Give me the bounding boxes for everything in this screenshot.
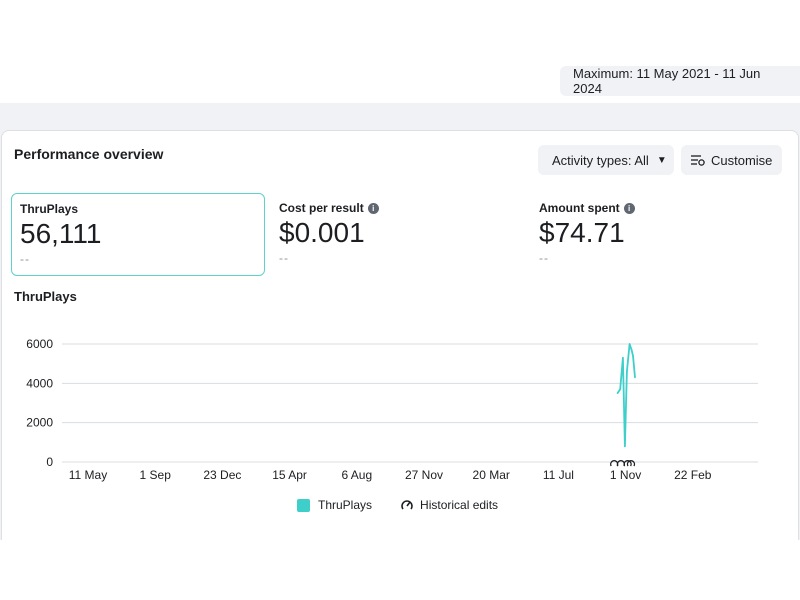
historical-edit-marker [610, 460, 619, 467]
x-tick-label: 1 Nov [610, 468, 641, 482]
thruplays-line-chart: 0 2000 4000 6000 11 May 1 Sep 23 Dec 15 Apr 6 Au… [26, 337, 758, 482]
date-range-button[interactable]: Maximum: 11 May 2021 - 11 Jun 2024 ▼ [560, 66, 800, 96]
activity-types-dropdown[interactable]: Activity types: All ▼ [538, 145, 674, 175]
y-tick-label: 6000 [26, 337, 53, 351]
customise-button[interactable]: Customise [681, 145, 782, 175]
metric-label: ThruPlays [20, 202, 256, 216]
historical-edit-marker [623, 460, 632, 467]
chart-title: ThruPlays [14, 289, 77, 304]
data-point [619, 388, 622, 391]
series-line-thruplays [616, 343, 636, 448]
metric-value: 56,111 [20, 218, 102, 249]
bottom-area [0, 540, 800, 600]
performance-card [1, 130, 799, 540]
historical-edit-marker [626, 460, 636, 467]
metric-cost-per-result[interactable]: Cost per result i $0.001 -- [271, 193, 521, 276]
x-tick-label: 15 Apr [272, 468, 307, 482]
y-tick-label: 0 [46, 455, 53, 469]
x-tick-label: 11 Jul [543, 468, 574, 482]
x-tick-label: 22 Feb [674, 468, 712, 482]
metric-value: $0.001 [279, 217, 365, 248]
legend-swatch-thruplays [297, 498, 310, 512]
x-tick-label: 6 Aug [341, 468, 372, 482]
date-range-label: Maximum: 11 May 2021 - 11 Jun 2024 [573, 66, 761, 96]
historical-edits-icon [401, 500, 413, 510]
metric-compare: -- [20, 252, 30, 266]
y-tick-label: 4000 [26, 376, 53, 390]
data-point [632, 355, 634, 357]
x-tick-label: 27 Nov [405, 468, 443, 482]
historical-edit-marker [616, 460, 626, 467]
data-point [634, 376, 636, 379]
metric-thruplays[interactable]: ThruPlays 56,111 -- [11, 193, 265, 276]
metric-compare: -- [279, 251, 289, 265]
card-title: Performance overview [14, 146, 164, 162]
x-tick-label: 20 Mar [473, 468, 510, 482]
metric-label-text: Cost per result [279, 201, 364, 215]
metric-label: Cost per result i [279, 201, 513, 215]
data-point [630, 349, 633, 351]
info-icon[interactable]: i [623, 202, 635, 214]
metric-value: $74.71 [539, 217, 625, 248]
data-point [626, 370, 628, 373]
x-tick-label: 11 May [69, 468, 107, 482]
metric-label-text: Amount spent [539, 201, 620, 215]
customise-label: Customise [711, 152, 773, 168]
x-tick-label: 23 Dec [203, 468, 241, 482]
data-point [622, 356, 624, 359]
legend-historical-edits[interactable]: Historical edits [400, 498, 498, 512]
chart-legend: ThruPlays Historical edits [297, 498, 498, 512]
metric-label: Amount spent i [539, 201, 773, 215]
customise-icon [691, 155, 705, 166]
info-icon[interactable]: i [367, 202, 379, 214]
metric-compare: -- [539, 251, 549, 265]
metric-amount-spent[interactable]: Amount spent i $74.71 -- [531, 193, 781, 276]
data-point [616, 392, 619, 394]
metric-label-text: ThruPlays [20, 202, 79, 216]
x-tick-label: 1 Sep [140, 468, 172, 482]
legend-label-historical-edits: Historical edits [420, 498, 499, 512]
legend-label-thruplays: ThruPlays [318, 498, 373, 512]
y-tick-label: 2000 [26, 416, 53, 430]
activity-types-label: Activity types: All [552, 152, 649, 168]
data-point [624, 445, 626, 448]
data-point [628, 343, 631, 345]
caret-down-icon: ▼ [656, 154, 667, 166]
